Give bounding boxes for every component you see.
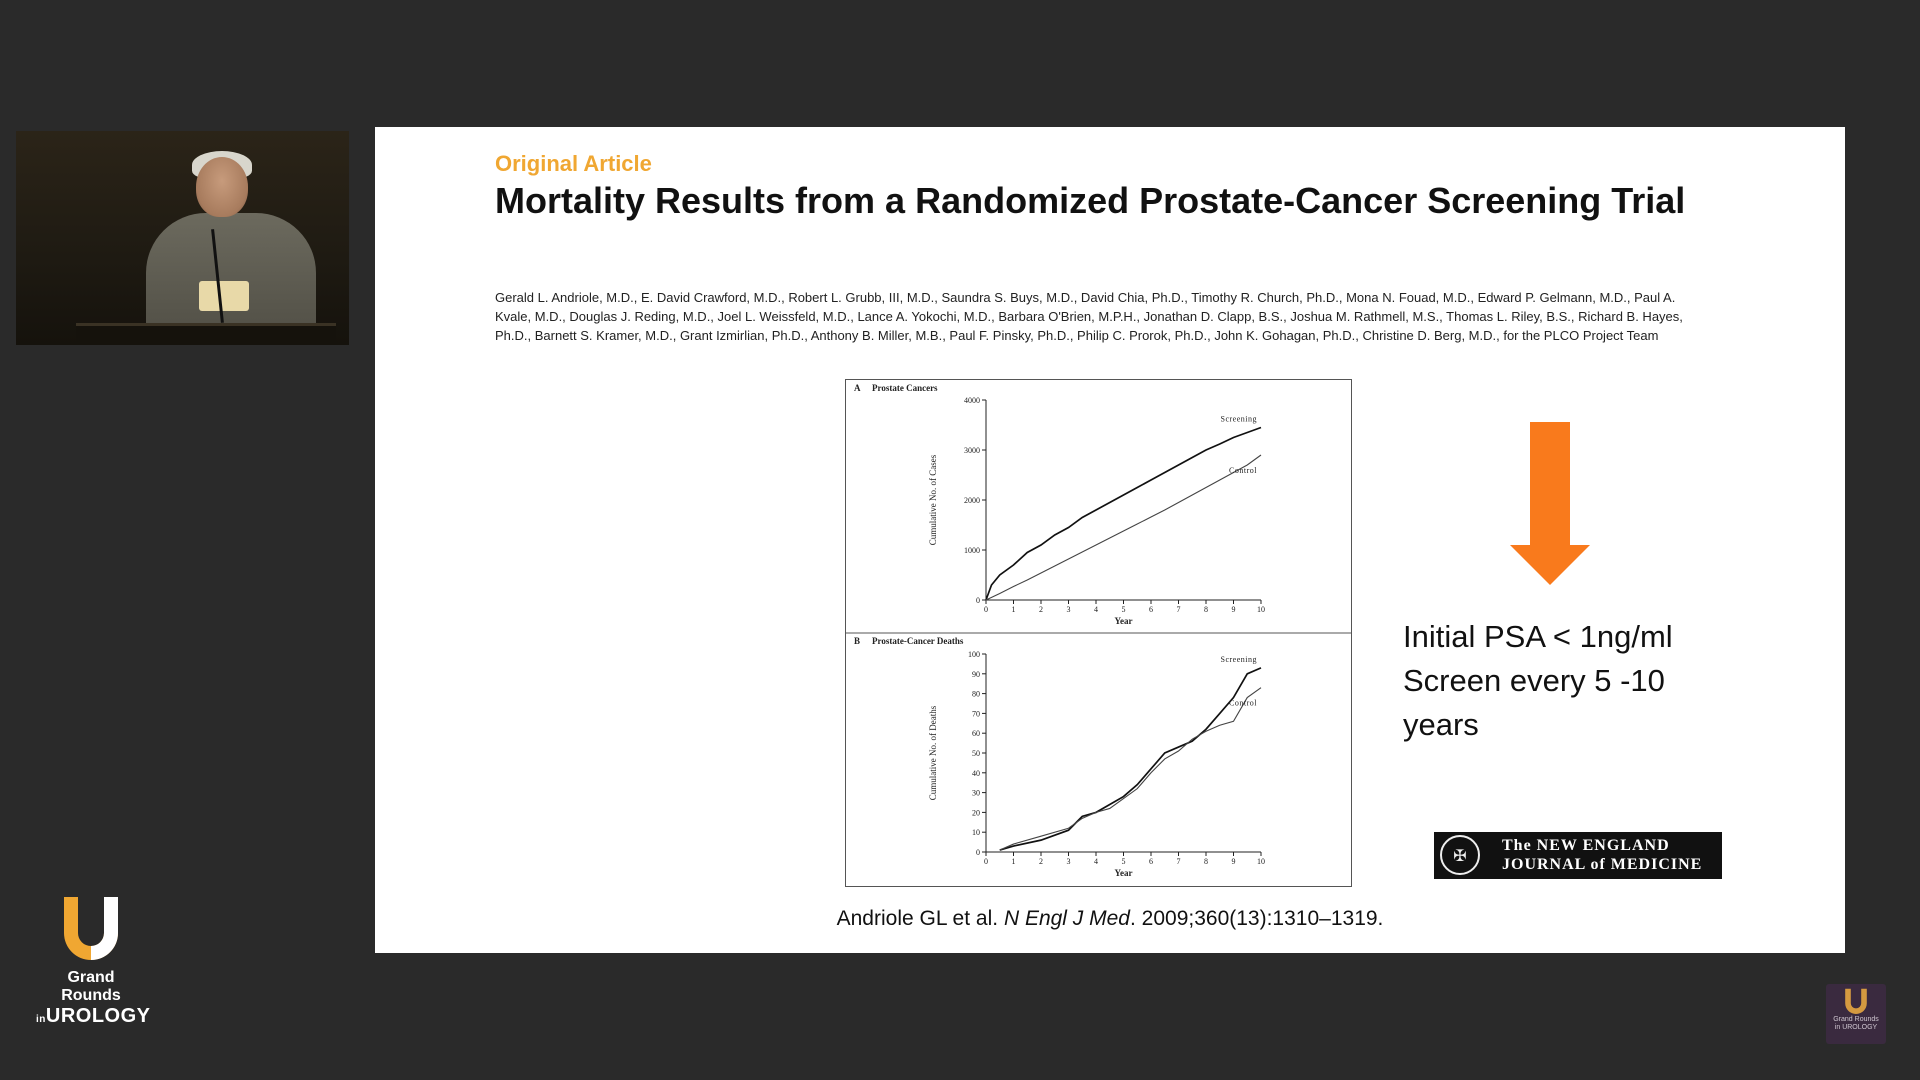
chart-b-x-tick-label: 2 [1039,857,1043,866]
chart-b-x-tick-label: 0 [984,857,988,866]
chart-b-legend-screening: Screening [1221,655,1258,664]
chart-a-x-tick-label: 3 [1067,605,1071,614]
chart-b-y-tick-label: 50 [972,749,980,758]
chart-a-y-tick-label: 1000 [964,546,980,555]
article-title: Mortality Results from a Randomized Pros… [495,180,1686,221]
chart-a-x-tick-label: 5 [1122,605,1126,614]
chart-a-x-tick-label: 6 [1149,605,1153,614]
chart-b-x-label: Year [1115,868,1133,878]
journal-seal-icon: ✠ [1440,835,1480,875]
author-list: Gerald L. Andriole, M.D., E. David Crawf… [495,290,1683,343]
podium [76,323,336,345]
chart-a-x-tick-label: 4 [1094,605,1098,614]
chart-a-series-screening [985,426,1262,601]
corner-watermark-logo: Grand Rounds in UROLOGY [1826,984,1886,1044]
psa-note-line2: Screen every 5 -10 [1403,663,1665,698]
chart-a-x-tick-label: 10 [1257,605,1265,614]
chart-b-panel-letter: B [854,636,860,646]
chart-a-panel-letter: A [854,383,861,393]
chart-b-x-tick-label: 3 [1067,857,1071,866]
chart-b-x-tick-label: 9 [1232,857,1236,866]
chart-a-y-tick-label: 0 [976,596,980,605]
article-tag: Original Article [495,151,652,176]
chart-b-legend-control: Control [1229,699,1257,708]
chart-a-legend-screening: Screening [1221,415,1258,424]
psa-note-line3: years [1403,707,1479,742]
chart-b-x-tick-label: 6 [1149,857,1153,866]
chart-b-y-tick-label: 90 [972,670,980,679]
chart-a-y-tick-label: 3000 [964,446,980,455]
citation: Andriole GL et al. N Engl J Med. 2009;36… [836,907,1384,930]
chart-b-y-tick-label: 70 [972,709,980,718]
figure-panel: A Prostate Cancers 0 1000 2000 3000 4000 0 1 2 3 4 5… [845,379,1352,887]
chart-b-y-tick-label: 100 [968,650,980,659]
chart-a-x-tick-label: 2 [1039,605,1043,614]
chart-a-y-tick-label: 4000 [964,396,980,405]
corner-u-logo-icon [1845,988,1867,1014]
speaker-video [16,131,349,345]
chart-b-y-tick-label: 60 [972,729,980,738]
chart-a-x-tick-label: 8 [1204,605,1208,614]
grand-rounds-logo: Grand Rounds inUROLOGY [36,897,150,1027]
chart-b-x-tick-label: 1 [1012,857,1016,866]
psa-note-line1: Initial PSA < 1ng/ml [1403,619,1673,654]
chart-a-series-control [985,454,1262,601]
chart-a-title: Prostate Cancers [872,383,938,393]
shirt-logo [199,281,249,311]
chart-b-y-tick-label: 0 [976,848,980,857]
chart-a-x-label: Year [1115,616,1133,626]
down-arrow-icon [1510,422,1590,585]
chart-b-y-tick-label: 30 [972,789,980,798]
chart-a-y-label: Cumulative No. of Cases [928,454,938,545]
chart-a-y-tick-label: 2000 [964,496,980,505]
speaker-head [196,157,248,217]
chart-b-series-screening [999,667,1262,851]
journal-logo: ✠ The NEW ENGLAND JOURNAL of MEDICINE [1434,832,1722,879]
chart-b-y-tick-label: 40 [972,769,980,778]
chart-b-y-tick-label: 80 [972,690,980,699]
chart-b-x-tick-label: 7 [1177,857,1181,866]
chart-b-y-tick-label: 10 [972,828,980,837]
presentation-slide: Original Article Mortality Results from … [375,127,1845,953]
chart-b-y-tick-label: 20 [972,808,980,817]
chart-b-x-tick-label: 8 [1204,857,1208,866]
chart-a-legend-control: Control [1229,466,1257,475]
chart-b-x-tick-label: 10 [1257,857,1265,866]
u-logo-icon [64,897,118,960]
chart-a-x-tick-label: 9 [1232,605,1236,614]
chart-b-title: Prostate-Cancer Deaths [872,636,964,646]
psa-note: Initial PSA < 1ng/ml Screen every 5 -10 … [1403,615,1763,747]
chart-a-x-tick-label: 7 [1177,605,1181,614]
chart-b-x-tick-label: 4 [1094,857,1098,866]
chart-a-x-tick-label: 0 [984,605,988,614]
chart-b-x-tick-label: 5 [1122,857,1126,866]
journal-name: The NEW ENGLAND JOURNAL of MEDICINE [1502,837,1703,873]
chart-b-series-control [999,687,1262,851]
chart-a-x-tick-label: 1 [1012,605,1016,614]
chart-b-y-label: Cumulative No. of Deaths [928,705,938,800]
